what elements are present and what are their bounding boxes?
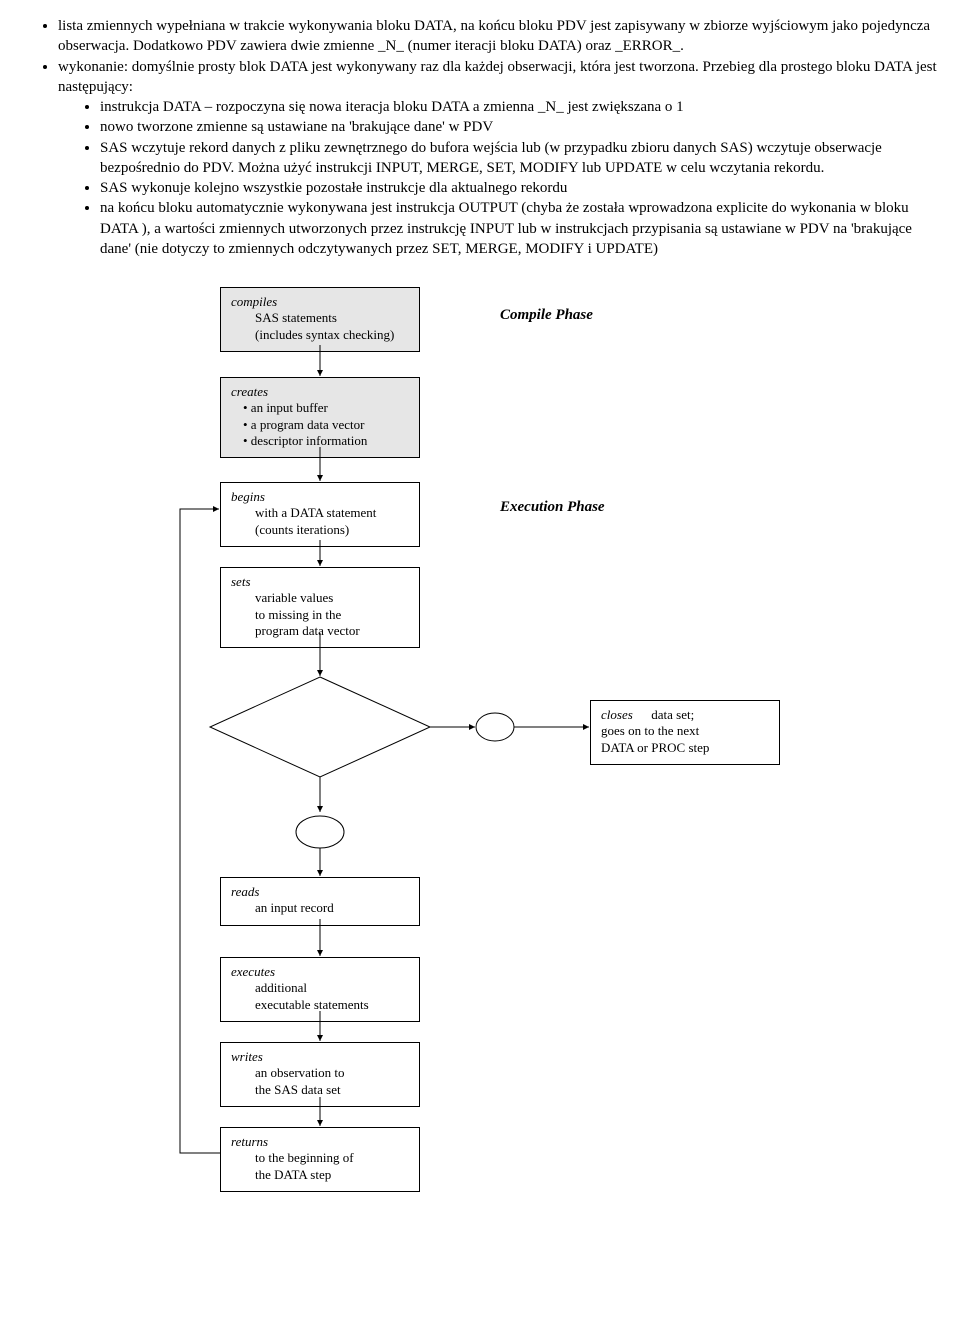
box-closes: closes data set; goes on to the next DAT… bbox=[590, 700, 780, 765]
box-reads: reads an input record bbox=[220, 877, 420, 926]
box-body: with a DATA statement (counts iterations… bbox=[231, 505, 409, 538]
box-returns: returns to the beginning of the DATA ste… bbox=[220, 1127, 420, 1192]
bullet-pdv: lista zmiennych wypełniana w trakcie wyk… bbox=[58, 16, 940, 57]
body-text: wykonanie: domyślnie prosty blok DATA je… bbox=[58, 59, 937, 95]
box-writes: writes an observation to the SAS data se… bbox=[220, 1042, 420, 1107]
box-begins: begins with a DATA statement (counts ite… bbox=[220, 482, 420, 547]
box-body: additional executable statements bbox=[231, 980, 409, 1013]
box-kw: sets bbox=[231, 574, 409, 590]
sub-bullet: na końcu bloku automatycznie wykonywana … bbox=[100, 198, 940, 259]
sub-bullet: nowo tworzone zmienne są ustawiane na 'b… bbox=[100, 117, 940, 137]
sub-bullet: SAS wykonuje kolejno wszystkie pozostałe… bbox=[100, 178, 940, 198]
sub-bullet: SAS wczytuje rekord danych z pliku zewnę… bbox=[100, 138, 940, 179]
box-kw: compiles bbox=[231, 294, 409, 310]
box-sets: sets variable values to missing in the p… bbox=[220, 567, 420, 648]
box-compiles: compiles SAS statements (includes syntax… bbox=[220, 287, 420, 352]
no-label: NO bbox=[480, 720, 510, 736]
body-text: lista zmiennych wypełniana w trakcie wyk… bbox=[58, 18, 930, 54]
box-body: an input record bbox=[231, 900, 409, 916]
flowchart: Compile Phase Execution Phase compiles S… bbox=[120, 287, 840, 1187]
box-kw: creates bbox=[231, 384, 409, 400]
box-kw: begins bbox=[231, 489, 409, 505]
sub-bullet: instrukcja DATA – rozpoczyna się nowa it… bbox=[100, 97, 940, 117]
bullet-wykonanie: wykonanie: domyślnie prosty blok DATA je… bbox=[58, 57, 940, 260]
phase-compile-label: Compile Phase bbox=[500, 305, 593, 325]
box-creates: creates • an input buffer • a program da… bbox=[220, 377, 420, 458]
sub-bullet-list: instrukcja DATA – rozpoczyna się nowa it… bbox=[58, 97, 940, 259]
box-body: to the beginning of the DATA step bbox=[231, 1150, 409, 1183]
yes-label: YES bbox=[303, 825, 337, 841]
box-executes: executes additional executable statement… bbox=[220, 957, 420, 1022]
box-body: an observation to the SAS data set bbox=[231, 1065, 409, 1098]
box-kw: closes bbox=[601, 707, 633, 722]
box-kw: executes bbox=[231, 964, 409, 980]
box-body: SAS statements (includes syntax checking… bbox=[231, 310, 409, 343]
decision-text: data-readingstatement:is there arecord t… bbox=[260, 697, 380, 760]
phase-execution-label: Execution Phase bbox=[500, 497, 605, 517]
box-kw: writes bbox=[231, 1049, 409, 1065]
box-body: • an input buffer • a program data vecto… bbox=[231, 400, 409, 449]
top-bullet-list: lista zmiennych wypełniana w trakcie wyk… bbox=[20, 16, 940, 259]
box-body: variable values to missing in the progra… bbox=[231, 590, 409, 639]
box-kw: returns bbox=[231, 1134, 409, 1150]
box-kw: reads bbox=[231, 884, 409, 900]
